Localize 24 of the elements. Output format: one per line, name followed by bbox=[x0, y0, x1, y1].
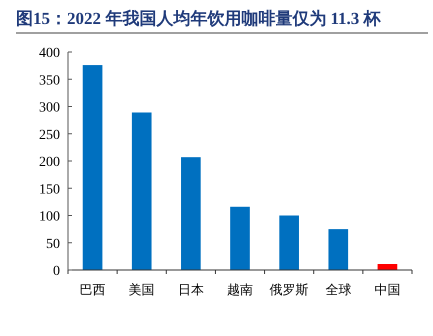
bar bbox=[230, 206, 250, 270]
chart-title: 图15：2022 年我国人均年饮用咖啡量仅为 11.3 杯 bbox=[16, 9, 382, 28]
y-tick-label: 250 bbox=[39, 128, 60, 143]
x-tick-label: 越南 bbox=[227, 282, 253, 297]
y-tick-label: 100 bbox=[39, 210, 60, 224]
x-tick-label: 日本 bbox=[178, 282, 204, 297]
x-tick-label: 中国 bbox=[374, 282, 400, 297]
y-tick-label: 150 bbox=[39, 182, 60, 198]
y-tick-label: 300 bbox=[39, 100, 60, 116]
y-tick-label: 200 bbox=[39, 155, 60, 170]
bar bbox=[181, 157, 201, 270]
x-tick-label: 美国 bbox=[128, 282, 155, 297]
y-tick-label: 400 bbox=[39, 46, 60, 61]
x-tick-label: 巴西 bbox=[80, 282, 106, 297]
bar bbox=[279, 216, 299, 270]
bar bbox=[378, 264, 398, 270]
bar bbox=[132, 112, 152, 270]
y-tick-label: 50 bbox=[46, 236, 60, 252]
bar bbox=[328, 229, 348, 270]
x-tick-label: 俄罗斯 bbox=[270, 282, 309, 297]
bar bbox=[82, 65, 102, 270]
x-tick-label: 全球 bbox=[325, 282, 352, 297]
y-tick-label: 350 bbox=[39, 73, 60, 88]
y-tick-label: 0 bbox=[53, 264, 60, 279]
